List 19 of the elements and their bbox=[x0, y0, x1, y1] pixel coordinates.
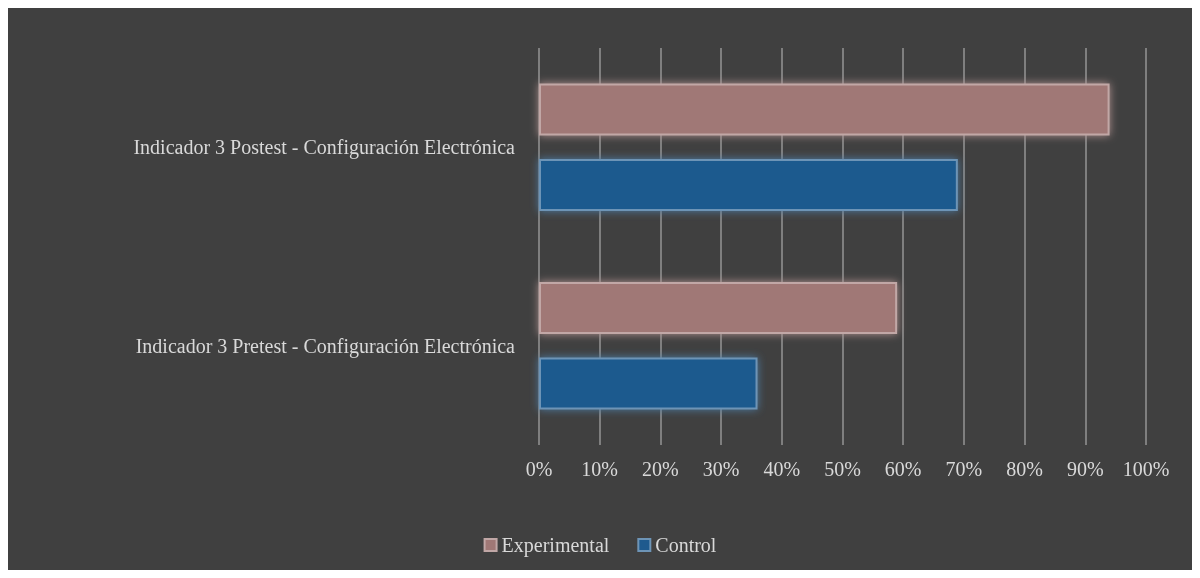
x-tick-label: 10% bbox=[581, 458, 619, 480]
x-tick-label: 40% bbox=[763, 458, 801, 480]
y-tick-label: Indicador 3 Pretest - Configuración Electrónica bbox=[135, 334, 516, 358]
x-tick-label: 50% bbox=[824, 458, 861, 480]
legend-label: Control bbox=[655, 534, 717, 556]
bar bbox=[539, 158, 958, 211]
x-tick-label: 90% bbox=[1066, 458, 1104, 480]
x-tick-label: 0% bbox=[525, 458, 553, 480]
y-tick-label: Indicador 3 Postest - Configuración Electrónica bbox=[133, 136, 516, 160]
bar bbox=[539, 357, 758, 410]
x-tick-label: 70% bbox=[945, 458, 983, 480]
bar bbox=[539, 282, 898, 335]
x-tick-label: 20% bbox=[642, 458, 679, 480]
x-tick-label: 100% bbox=[1122, 458, 1170, 480]
bar bbox=[539, 83, 1110, 136]
x-tick-label: 80% bbox=[1006, 458, 1043, 480]
legend-label: Experimental bbox=[501, 534, 610, 557]
x-tick-label: 60% bbox=[884, 458, 922, 480]
x-tick-label: 30% bbox=[702, 458, 740, 480]
